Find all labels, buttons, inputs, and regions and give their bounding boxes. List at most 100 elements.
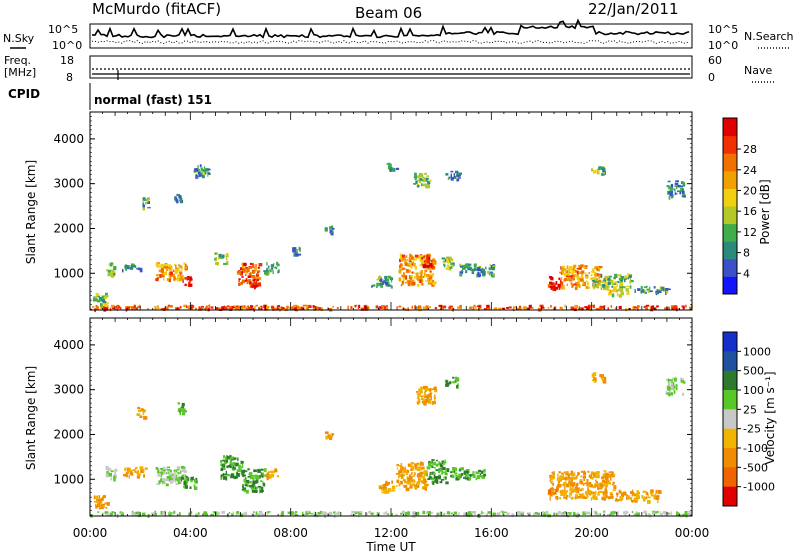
data-patch: [155, 262, 188, 283]
data-cell: [414, 172, 417, 177]
data-cell: [406, 258, 408, 261]
data-cell: [255, 511, 258, 515]
data-cell: [198, 307, 202, 311]
data-cell: [277, 305, 280, 308]
data-cell: [429, 474, 431, 478]
data-cell: [296, 249, 298, 253]
data-cell: [97, 300, 100, 303]
data-cell: [228, 465, 232, 467]
data-cell: [384, 306, 386, 310]
data-cell: [177, 468, 180, 471]
data-cell: [179, 408, 182, 411]
data-cell: [399, 268, 403, 271]
data-cell: [195, 513, 198, 516]
data-cell: [169, 275, 171, 279]
data-cell: [189, 277, 193, 281]
data-cell: [259, 511, 263, 515]
data-cell: [432, 403, 435, 405]
data-cell: [594, 283, 597, 286]
data-cell: [595, 307, 598, 310]
data-cell: [603, 510, 606, 513]
data-cell: [144, 198, 147, 201]
data-cell: [682, 305, 685, 310]
data-patch: [155, 465, 188, 487]
data-cell: [429, 398, 432, 401]
data-cell: [563, 481, 566, 485]
data-cell: [550, 492, 555, 494]
data-cell: [573, 482, 576, 486]
data-cell: [549, 492, 553, 497]
data-cell: [557, 283, 561, 288]
noise-panel: N.Sky 10^5 10^0 10^5 10^0 N.Search: [3, 18, 794, 52]
data-cell: [599, 167, 603, 170]
data-cell: [381, 305, 385, 308]
data-cell: [674, 386, 677, 389]
data-cell: [414, 272, 417, 275]
data-cell: [602, 284, 605, 288]
data-cell: [614, 281, 618, 284]
data-cell: [175, 483, 179, 485]
data-cell: [448, 176, 451, 179]
data-cell: [109, 262, 113, 267]
data-cell: [482, 270, 485, 274]
data-cell: [94, 296, 98, 298]
data-cell: [325, 228, 327, 231]
data-cell: [415, 256, 419, 259]
data-cell: [414, 464, 418, 468]
data-cell: [563, 491, 567, 496]
data-cell: [438, 304, 443, 307]
data-cell: [254, 485, 257, 488]
data-cell: [580, 470, 583, 473]
data-cell: [313, 511, 316, 514]
data-cell: [595, 484, 598, 487]
data-cell: [432, 260, 437, 262]
data-patch: [93, 495, 110, 510]
data-cell: [687, 510, 691, 513]
data-cell: [417, 398, 421, 403]
data-cell: [607, 281, 612, 285]
data-cell: [432, 472, 436, 475]
data-cell: [595, 266, 600, 270]
data-cell: [454, 472, 458, 475]
data-cell: [214, 257, 216, 261]
data-cell: [657, 495, 660, 498]
data-cell: [274, 307, 277, 310]
data-cell: [383, 487, 385, 491]
data-cell: [431, 471, 435, 474]
data-cell: [432, 281, 436, 286]
data-cell: [233, 305, 236, 308]
data-cell: [179, 270, 183, 272]
data-cell: [146, 198, 149, 203]
data-cell: [598, 487, 603, 490]
data-cell: [571, 485, 575, 488]
data-cell: [183, 478, 186, 480]
data-cell: [199, 164, 202, 168]
data-cell: [565, 495, 569, 497]
data-patch: [105, 466, 118, 482]
data-cell: [536, 513, 541, 515]
data-cell: [142, 202, 145, 205]
data-cell: [590, 474, 592, 478]
data-cell: [603, 470, 607, 472]
data-cell: [427, 181, 431, 184]
data-cell: [571, 271, 574, 275]
data-cell: [567, 270, 570, 274]
data-patch: [177, 402, 187, 416]
data-cell: [676, 511, 678, 516]
data-cell: [325, 512, 327, 516]
data-cell: [401, 476, 404, 479]
data-cell: [584, 491, 588, 495]
data-cell: [595, 479, 597, 482]
data-cell: [421, 283, 424, 286]
data-cell: [680, 379, 682, 381]
data-cell: [242, 306, 244, 309]
data-cell: [558, 511, 561, 514]
data-cell: [420, 471, 424, 474]
data-cell: [387, 488, 392, 492]
data-cell: [424, 255, 427, 258]
data-cell: [270, 474, 275, 478]
power-x-axis: [89, 112, 693, 310]
data-cell: [434, 398, 436, 403]
data-cell: [501, 307, 505, 310]
data-cell: [407, 511, 410, 515]
